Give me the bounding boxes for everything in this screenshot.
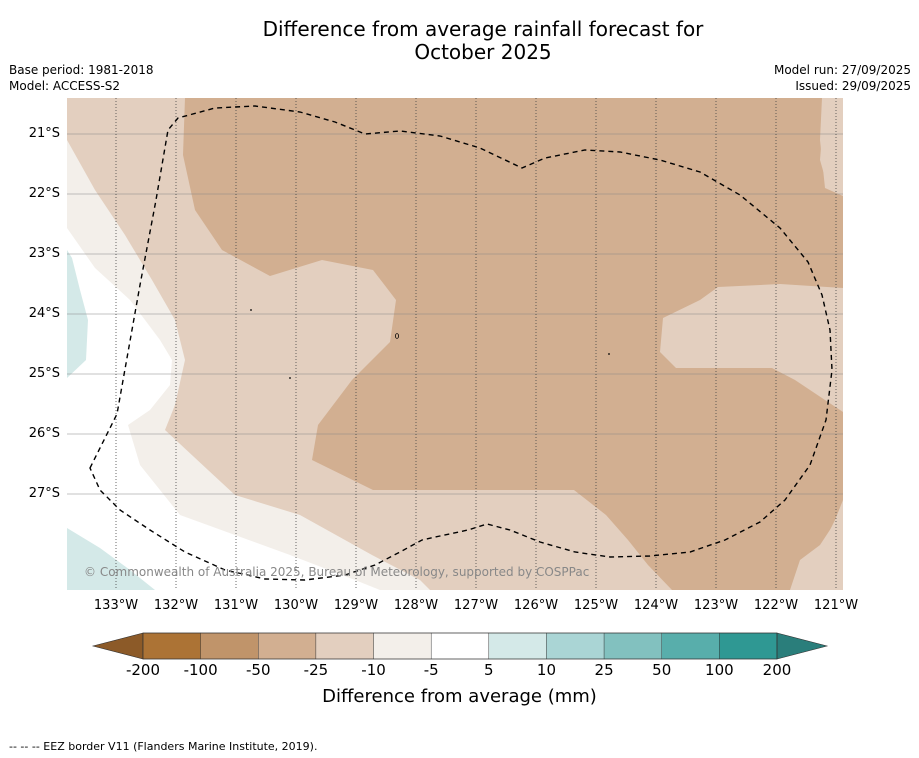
longitude-label: 126°W bbox=[513, 598, 559, 613]
colorbar-tick-label: 200 bbox=[762, 661, 792, 679]
colorbar-tick-label: -100 bbox=[183, 661, 218, 679]
meta-left: Base period: 1981-2018 Model: ACCESS-S2 bbox=[9, 62, 154, 94]
title-line-2: October 2025 bbox=[414, 40, 552, 64]
longitude-gridlines bbox=[115, 98, 837, 590]
longitude-label: 127°W bbox=[453, 598, 499, 613]
longitude-label: 125°W bbox=[573, 598, 619, 613]
colorbar-tick-label: -10 bbox=[361, 661, 386, 679]
colorbar-segment bbox=[546, 632, 605, 660]
title-line-1: Difference from average rainfall forecas… bbox=[262, 17, 704, 41]
issued-date: Issued: 29/09/2025 bbox=[795, 79, 911, 93]
colorbar-tick-label: 10 bbox=[536, 661, 556, 679]
colorbar-tick-label: -5 bbox=[423, 661, 439, 679]
chart-title: Difference from average rainfall forecas… bbox=[0, 18, 919, 64]
longitude-label: 124°W bbox=[633, 598, 679, 613]
model-run: Model run: 27/09/2025 bbox=[773, 63, 911, 77]
colorbar-tick-label: -25 bbox=[303, 661, 329, 679]
latitude-label: 26°S bbox=[28, 426, 60, 441]
meta-right: Model run: 27/09/2025 Issued: 29/09/2025 bbox=[774, 62, 911, 94]
island-dot bbox=[250, 309, 252, 311]
colorbar-tick-label: 100 bbox=[705, 661, 734, 679]
colorbar-frame bbox=[142, 632, 778, 660]
colorbar-segment bbox=[603, 632, 662, 660]
colorbar-low-arrow bbox=[91, 632, 144, 660]
latitude-label: 24°S bbox=[28, 306, 60, 321]
longitude-label: 129°W bbox=[333, 598, 379, 613]
latitude-label: 23°S bbox=[28, 246, 60, 261]
island-dot bbox=[289, 377, 291, 379]
latitude-label: 27°S bbox=[28, 486, 60, 501]
band-minus10-minus5 bbox=[67, 140, 430, 590]
band-minus25-minus10-edge bbox=[820, 98, 843, 196]
colorbar-tick-label: 5 bbox=[484, 661, 494, 679]
colorbar-segment bbox=[258, 632, 317, 660]
longitude-label: 133°W bbox=[93, 598, 139, 613]
colorbar-segment bbox=[488, 632, 547, 660]
colorbar-segment bbox=[142, 632, 201, 660]
longitude-label: 130°W bbox=[273, 598, 319, 613]
longitude-label: 128°W bbox=[393, 598, 439, 613]
colorbar-tick-label: -50 bbox=[246, 661, 271, 679]
colorbar-segment bbox=[315, 632, 374, 660]
island-outline bbox=[394, 333, 399, 339]
colorbar-tick-label: 25 bbox=[594, 661, 614, 679]
colorbar bbox=[91, 632, 829, 660]
band-minus25-minus10-patch bbox=[800, 500, 843, 590]
eez-footnote: -- -- -- EEZ border V11 (Flanders Marine… bbox=[9, 740, 318, 753]
colorbar-segment bbox=[200, 632, 259, 660]
island-dot bbox=[608, 353, 610, 355]
model-name: Model: ACCESS-S2 bbox=[9, 79, 121, 93]
latitude-label: 21°S bbox=[28, 126, 60, 141]
longitude-label: 131°W bbox=[213, 598, 259, 613]
base-period: Base period: 1981-2018 bbox=[9, 63, 154, 77]
colorbar-segment bbox=[430, 632, 490, 660]
longitude-label: 122°W bbox=[753, 598, 799, 613]
band-minus50-minus25 bbox=[183, 98, 843, 590]
longitude-label: 123°W bbox=[693, 598, 739, 613]
eez-border bbox=[89, 105, 833, 581]
longitude-label: 121°W bbox=[813, 598, 859, 613]
copyright-notice: © Commonwealth of Australia 2025, Bureau… bbox=[84, 565, 590, 579]
colorbar-segment bbox=[373, 632, 432, 660]
colorbar-segment bbox=[661, 632, 720, 660]
colorbar-high-arrow bbox=[776, 632, 829, 660]
longitude-label: 132°W bbox=[153, 598, 199, 613]
colorbar-segment bbox=[719, 632, 778, 660]
colorbar-tick-label: 50 bbox=[652, 661, 672, 679]
colorbar-title: Difference from average (mm) bbox=[322, 686, 597, 707]
latitude-label: 22°S bbox=[28, 186, 60, 201]
band-plus5-plus10-southwest bbox=[67, 528, 155, 590]
band-minus5-plus5 bbox=[67, 228, 380, 590]
latitude-gridlines bbox=[67, 133, 843, 495]
latitude-label: 25°S bbox=[28, 366, 60, 381]
colorbar-tick-label: -200 bbox=[125, 661, 161, 679]
rainfall-map bbox=[67, 98, 843, 590]
